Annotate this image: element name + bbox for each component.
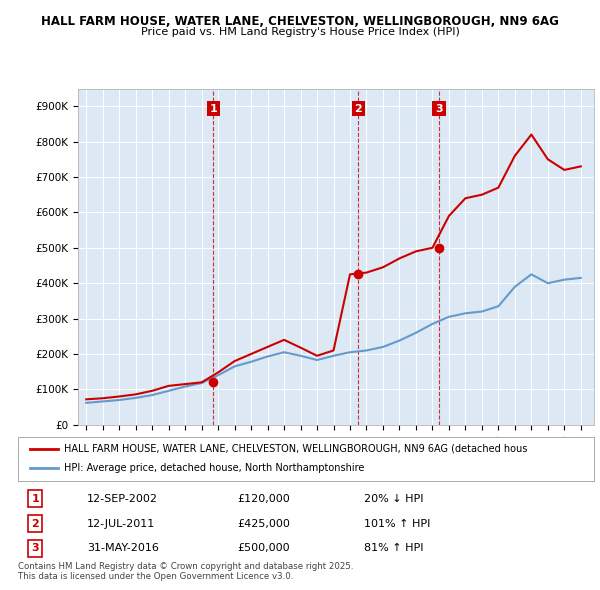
Text: £500,000: £500,000: [237, 543, 290, 553]
Text: HALL FARM HOUSE, WATER LANE, CHELVESTON, WELLINGBOROUGH, NN9 6AG (detached hous: HALL FARM HOUSE, WATER LANE, CHELVESTON,…: [64, 444, 527, 454]
Text: 3: 3: [31, 543, 39, 553]
Text: 20% ↓ HPI: 20% ↓ HPI: [364, 494, 423, 504]
Text: 1: 1: [209, 104, 217, 114]
Text: £120,000: £120,000: [237, 494, 290, 504]
Text: 12-JUL-2011: 12-JUL-2011: [87, 519, 155, 529]
Text: 1: 1: [31, 494, 39, 504]
Text: 31-MAY-2016: 31-MAY-2016: [87, 543, 159, 553]
Text: HALL FARM HOUSE, WATER LANE, CHELVESTON, WELLINGBOROUGH, NN9 6AG: HALL FARM HOUSE, WATER LANE, CHELVESTON,…: [41, 15, 559, 28]
Text: 81% ↑ HPI: 81% ↑ HPI: [364, 543, 423, 553]
Text: HPI: Average price, detached house, North Northamptonshire: HPI: Average price, detached house, Nort…: [64, 464, 364, 473]
Text: 2: 2: [355, 104, 362, 114]
Text: 2: 2: [31, 519, 39, 529]
Text: Price paid vs. HM Land Registry's House Price Index (HPI): Price paid vs. HM Land Registry's House …: [140, 27, 460, 37]
Text: 3: 3: [435, 104, 443, 114]
Text: Contains HM Land Registry data © Crown copyright and database right 2025.
This d: Contains HM Land Registry data © Crown c…: [18, 562, 353, 581]
Text: 101% ↑ HPI: 101% ↑ HPI: [364, 519, 430, 529]
Text: £425,000: £425,000: [237, 519, 290, 529]
Text: 12-SEP-2002: 12-SEP-2002: [87, 494, 158, 504]
